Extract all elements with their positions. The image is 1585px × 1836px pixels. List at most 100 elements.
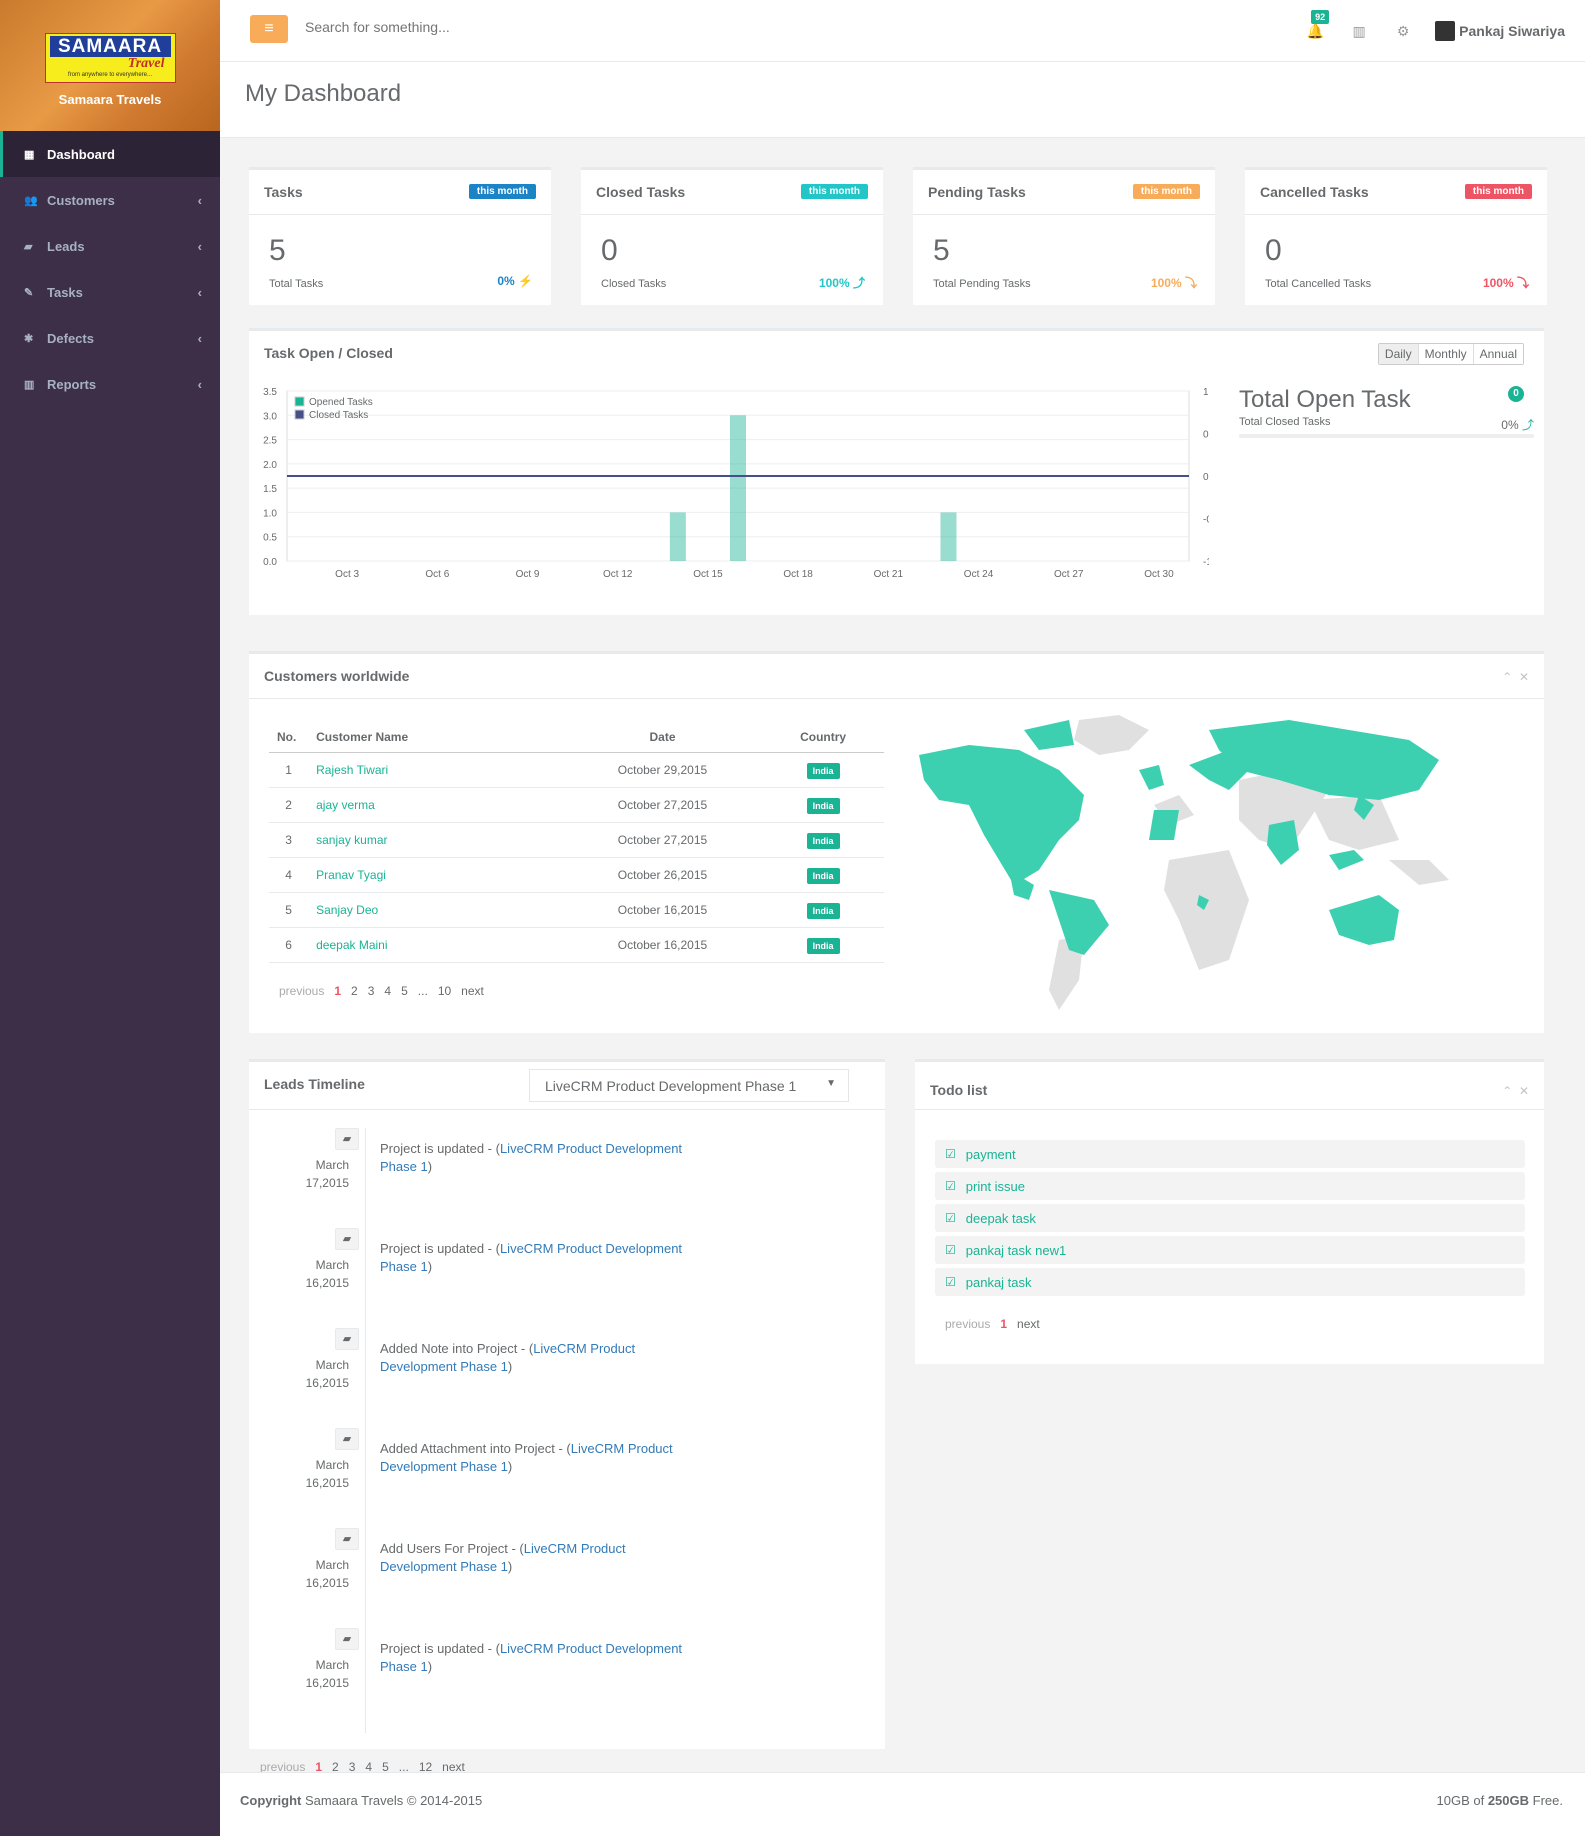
stat-percent: 100% ⤵ <box>1150 276 1197 290</box>
sidebar: SAMAARA Travel from anywhere to everywhe… <box>0 0 220 1836</box>
sidebar-item-reports[interactable]: ▥ Reports ‹ <box>0 361 220 407</box>
page-link[interactable]: 4 <box>384 984 392 998</box>
y2-tick-label: 1.0 <box>1203 387 1209 398</box>
chevron-down-icon: ▼ <box>826 1078 836 1089</box>
todo-item[interactable]: ☑ deepak task <box>935 1204 1525 1232</box>
country-badge: India <box>806 798 840 814</box>
period-badge: this month <box>1464 184 1532 199</box>
project-link[interactable]: LiveCRM Product Development Phase 1 <box>380 1441 673 1474</box>
todo-item[interactable]: ☑ pankaj task <box>935 1268 1525 1296</box>
timeline-item: ▰ March 17,2015 Project is updated - (LiveC… <box>249 1128 849 1218</box>
monthly-button[interactable]: Monthly <box>1417 344 1473 364</box>
todo-item[interactable]: ☑ pankaj task new1 <box>935 1236 1525 1264</box>
sidebar-item-dashboard[interactable]: ▦ Dashboard <box>0 131 220 177</box>
daily-button[interactable]: Daily <box>1378 344 1418 364</box>
search-input[interactable] <box>305 19 605 35</box>
customer-name-link[interactable]: Rajesh Tiwari <box>316 763 389 777</box>
page-link[interactable]: 10 <box>437 984 452 998</box>
customer-name-link[interactable]: ajay verma <box>316 798 375 812</box>
customer-name-link[interactable]: sanjay kumar <box>316 833 388 847</box>
page-link[interactable]: ... <box>398 1760 409 1774</box>
sidebar-item-defects[interactable]: ✱ Defects ‹ <box>0 315 220 361</box>
project-link[interactable]: LiveCRM Product Development Phase 1 <box>380 1641 683 1674</box>
todo-item[interactable]: ☑ print issue <box>935 1172 1525 1200</box>
table-row: 1 Rajesh Tiwari October 29,2015 India <box>269 752 884 788</box>
sidebar-item-tasks[interactable]: ✎ Tasks ‹ <box>0 269 220 315</box>
x-tick-label: Oct 12 <box>603 569 633 580</box>
panel-title: Customers worldwide <box>249 654 1544 699</box>
table-row: 5 Sanjay Deo October 16,2015 India <box>269 892 884 928</box>
notifications-bell-icon[interactable]: 🔔 92 <box>1293 9 1337 40</box>
y-tick-label: 1.5 <box>263 484 277 495</box>
users-icon: 👥 <box>24 195 38 207</box>
x-tick-label: Oct 3 <box>335 569 359 580</box>
checkbox-checked-icon[interactable]: ☑ <box>945 1243 956 1257</box>
previous-page-link[interactable]: previous <box>279 984 325 998</box>
page-link[interactable]: 5 <box>401 984 408 998</box>
row-number: 6 <box>269 927 309 963</box>
project-select[interactable]: LiveCRM Product Development Phase 1 ▼ <box>529 1069 849 1102</box>
checkbox-checked-icon[interactable]: ☑ <box>945 1179 956 1193</box>
project-link[interactable]: LiveCRM Product Development Phase 1 <box>380 1141 683 1174</box>
customer-date: October 26,2015 <box>562 857 763 893</box>
timeline-item: ▰ March 16,2015 Project is updated - (LiveC… <box>249 1628 849 1718</box>
next-page-link[interactable]: next <box>442 1760 465 1774</box>
customer-name-link[interactable]: Sanjay Deo <box>316 903 379 917</box>
page-link[interactable]: 2 <box>332 1760 339 1774</box>
collapse-icon[interactable]: ⌃ <box>1502 1084 1513 1098</box>
next-page-link[interactable]: next <box>461 984 484 998</box>
page-link[interactable]: 1 <box>315 1760 323 1774</box>
panel-title: Task Open / Closed <box>264 345 393 361</box>
todo-panel: Todo list ⌃ ✕ ☑ payment ☑ print issue ☑ deepa… <box>915 1059 1544 1364</box>
gear-icon[interactable]: ⚙ <box>1396 22 1410 39</box>
briefcase-icon: ▰ <box>24 241 33 253</box>
checkbox-checked-icon[interactable]: ☑ <box>945 1211 956 1225</box>
checkbox-checked-icon[interactable]: ☑ <box>945 1147 956 1161</box>
task-open-closed-chart: 3.5 3.0 2.5 2.0 1.5 1.0 0.5 0.0 1.0 0.5 0.0 -0.5 -1.… <box>263 387 1209 580</box>
customer-date: October 16,2015 <box>562 892 763 928</box>
th-large-icon: ▦ <box>24 149 35 161</box>
previous-page-link[interactable]: previous <box>260 1760 306 1774</box>
row-number: 1 <box>269 752 309 788</box>
sidebar-item-customers[interactable]: 👥 Customers ‹ <box>0 177 220 223</box>
annual-button[interactable]: Annual <box>1472 344 1523 364</box>
copyright-label: Copyright <box>240 1793 302 1808</box>
page-link[interactable]: 12 <box>418 1760 433 1774</box>
user-menu[interactable]: Pankaj Siwariya <box>1435 21 1565 41</box>
bar-chart-icon[interactable]: ▥ <box>1352 22 1366 39</box>
next-page-link[interactable]: next <box>1017 1317 1040 1331</box>
y2-tick-label: 0.0 <box>1203 472 1209 483</box>
todo-label: deepak task <box>965 1210 1036 1226</box>
previous-page-link[interactable]: previous <box>945 1317 991 1331</box>
page-link[interactable]: 2 <box>351 984 358 998</box>
page-link[interactable]: 3 <box>367 984 375 998</box>
close-icon[interactable]: ✕ <box>1518 670 1529 684</box>
timeline-item: ▰ March 16,2015 Added Note into Project - (… <box>249 1328 849 1418</box>
customer-name-link[interactable]: Pranav Tyagi <box>316 868 386 882</box>
brand-logo[interactable]: SAMAARA Travel from anywhere to everywhe… <box>44 33 176 83</box>
collapse-icon[interactable]: ⌃ <box>1502 670 1513 684</box>
timeline-date: March 17,2015 <box>305 1158 349 1190</box>
page-link[interactable]: 1 <box>334 984 342 998</box>
open-count-badge: 0 <box>1508 386 1524 402</box>
todo-item[interactable]: ☑ payment <box>935 1140 1525 1168</box>
project-link[interactable]: LiveCRM Product Development Phase 1 <box>380 1341 636 1374</box>
project-link[interactable]: LiveCRM Product Development Phase 1 <box>380 1541 626 1574</box>
page-link[interactable]: 4 <box>365 1760 373 1774</box>
page-link[interactable]: 3 <box>348 1760 356 1774</box>
timeline-text: Added Attachment into Project - (LiveCRM… <box>380 1441 673 1474</box>
page-link[interactable]: 1 <box>1000 1317 1008 1331</box>
checkbox-checked-icon[interactable]: ☑ <box>945 1275 956 1289</box>
page-link[interactable]: ... <box>417 984 428 998</box>
timeline-text: Project is updated - (LiveCRM Product De… <box>380 1241 683 1274</box>
briefcase-icon: ▰ <box>335 1328 359 1350</box>
menu-toggle-button[interactable]: ≡ <box>250 15 288 43</box>
sidebar-item-leads[interactable]: ▰ Leads ‹ <box>0 223 220 269</box>
stat-title: Closed Tasks <box>581 170 883 215</box>
page-link[interactable]: 5 <box>382 1760 389 1774</box>
sidebar-item-label: Customers <box>47 192 115 208</box>
row-number: 3 <box>269 822 309 858</box>
close-icon[interactable]: ✕ <box>1518 1084 1529 1098</box>
customer-name-link[interactable]: deepak Maini <box>316 938 388 952</box>
project-link[interactable]: LiveCRM Product Development Phase 1 <box>380 1241 683 1274</box>
